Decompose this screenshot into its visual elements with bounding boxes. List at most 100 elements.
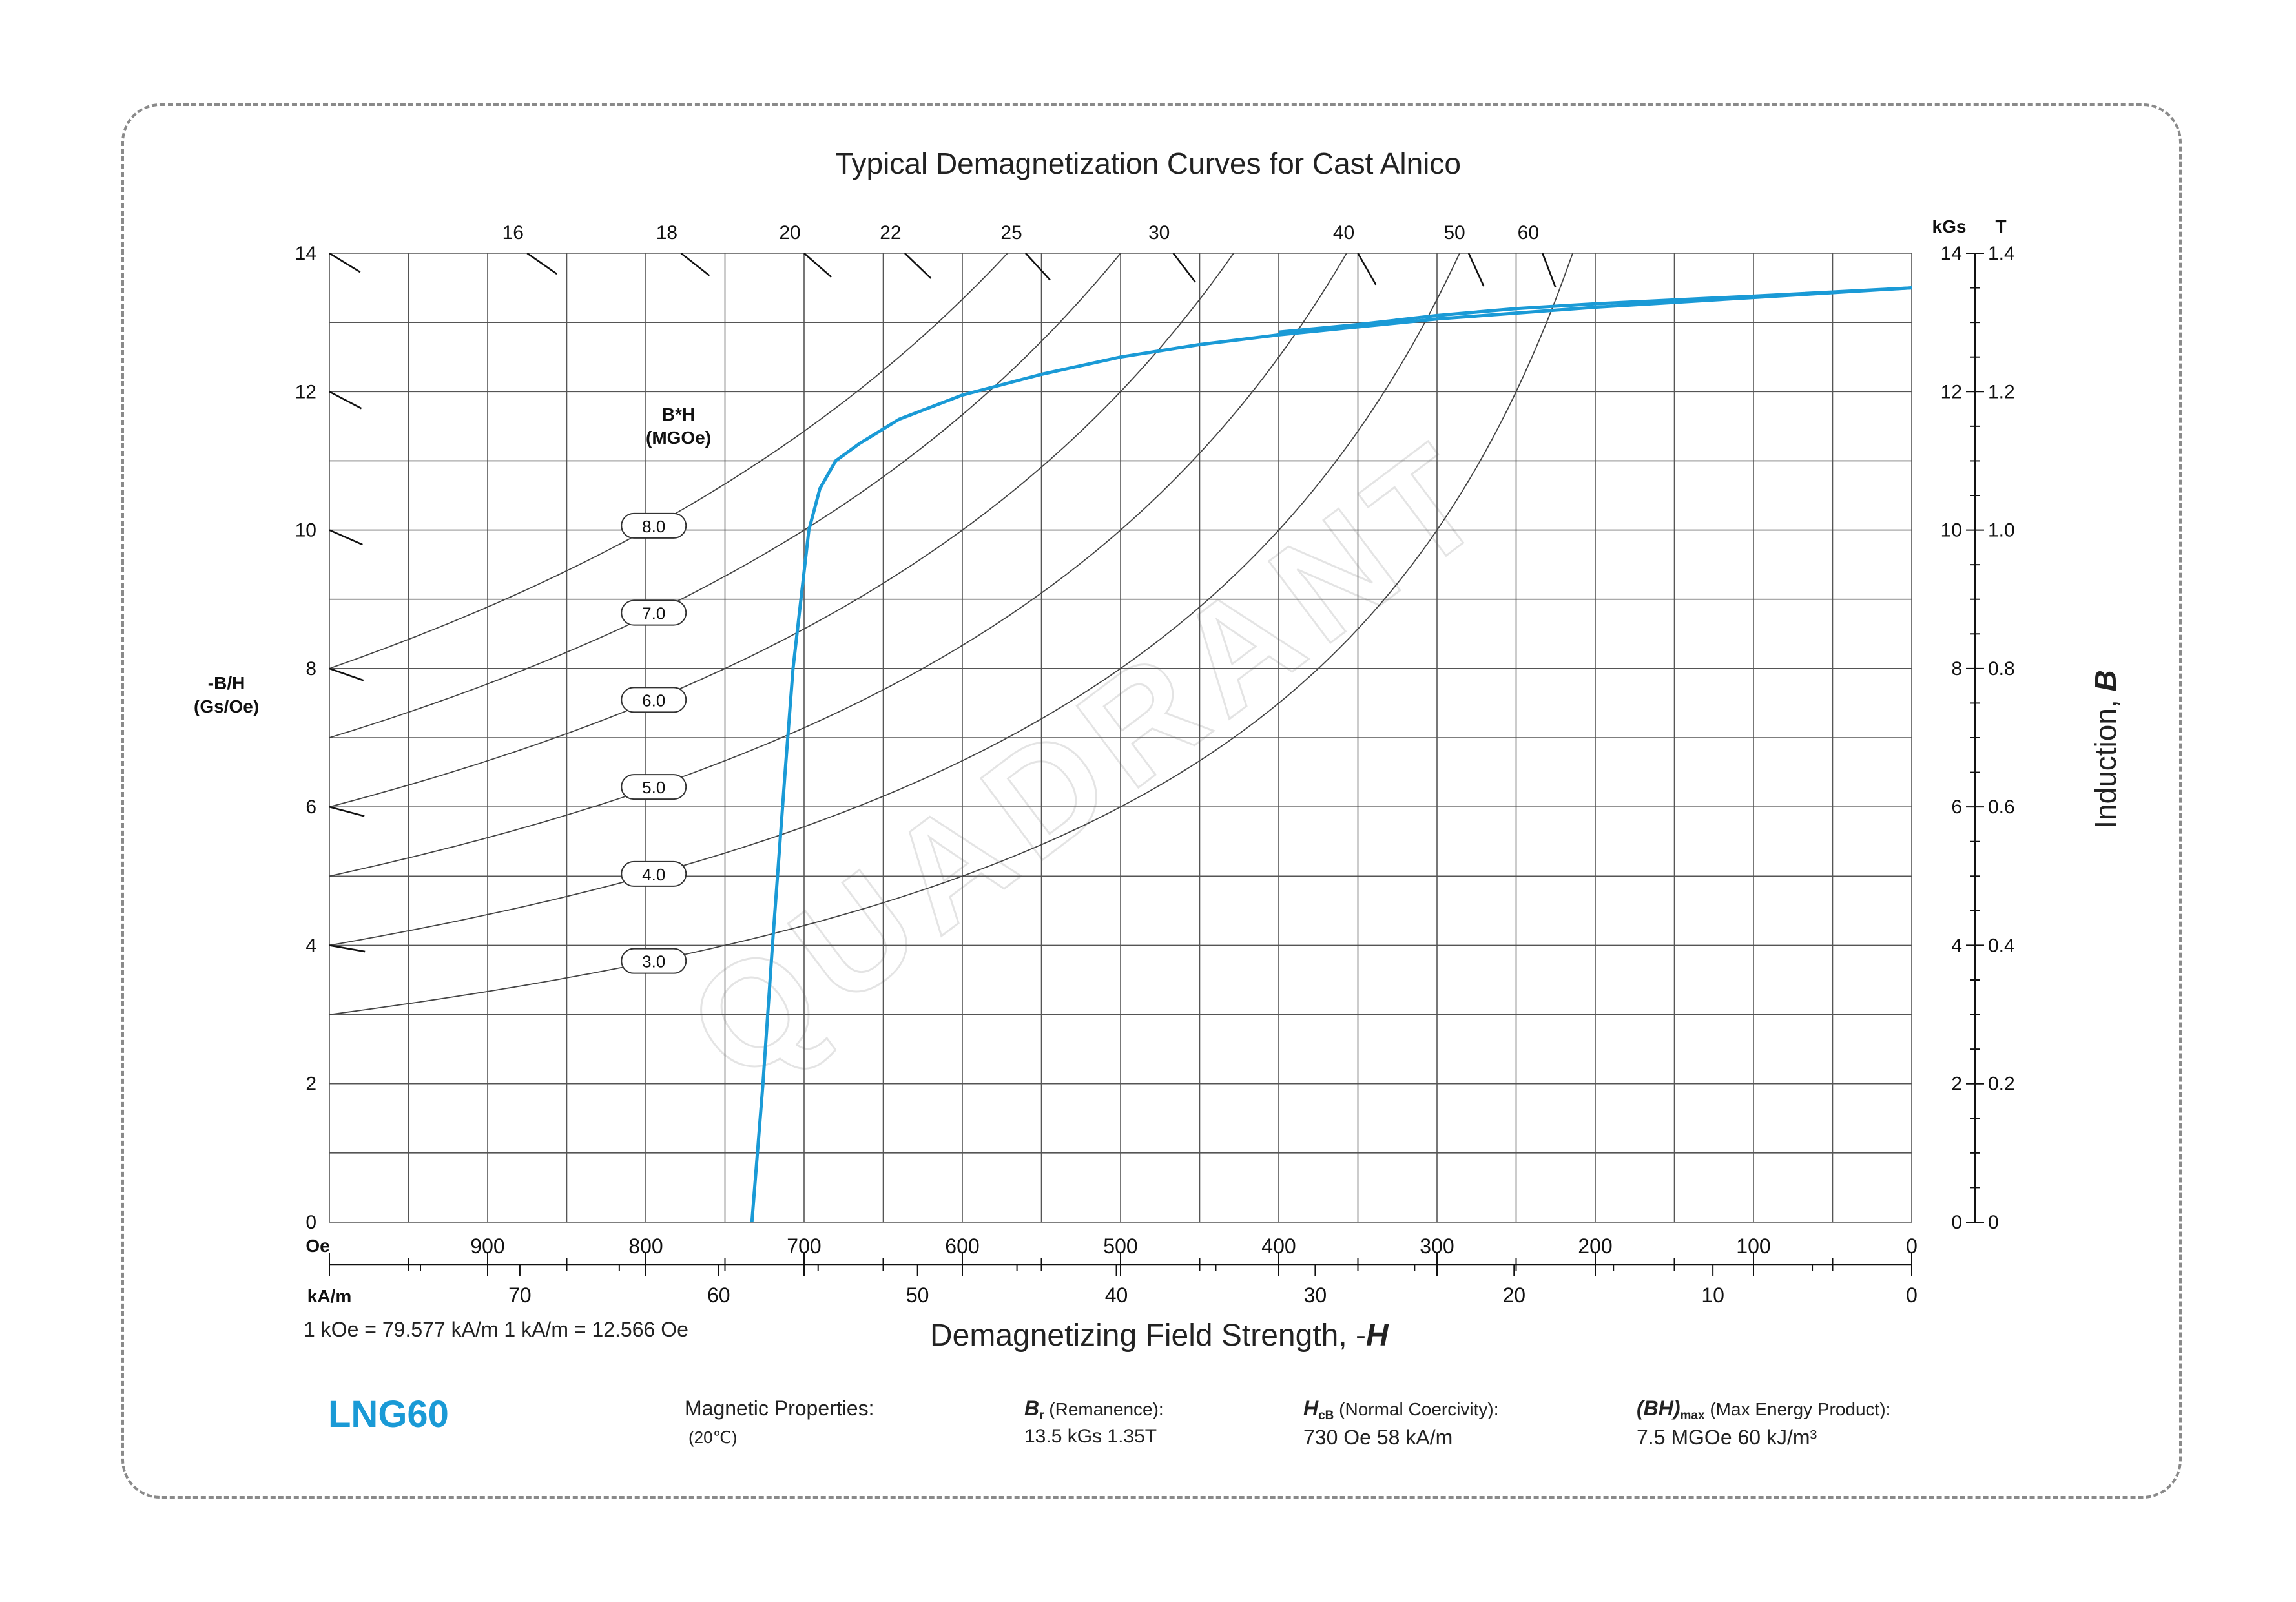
y-tick-label-left: 6	[305, 796, 316, 818]
x-tick-label-ka: 50	[906, 1284, 929, 1307]
y-left-title-line1: -B/H	[207, 673, 245, 693]
y-left-title: -B/H (Gs/Oe)	[194, 672, 259, 718]
energy-contour-label-box	[621, 774, 687, 800]
properties-heading: Magnetic Properties:	[685, 1397, 874, 1420]
x-tick-label-ka: 60	[707, 1284, 730, 1307]
permeance-tick-top	[1467, 253, 1485, 287]
permeance-label: 50	[1443, 222, 1465, 244]
y-tick-label-left: 14	[295, 243, 316, 264]
y-tick-label-kgs: 2	[1951, 1074, 1962, 1095]
x-tick-label-ka: 70	[508, 1284, 532, 1307]
axes	[329, 253, 1984, 1276]
energy-contour-title: B*H (MGOe)	[646, 403, 711, 450]
card-frame	[121, 103, 2182, 1499]
y-tick-label-left: 2	[305, 1074, 316, 1095]
permeance-tick-top	[526, 252, 557, 275]
energy-contour-label: 8.0	[642, 517, 665, 536]
x-tick-label-oe: 200	[1578, 1234, 1612, 1258]
permeance-tick-left	[329, 391, 362, 410]
permeance-label: 20	[779, 222, 800, 244]
y-tick-label-tesla: 1.4	[1988, 243, 2015, 264]
demag-curve	[1278, 286, 1912, 334]
x-tick-label-ka: 0	[1906, 1284, 1918, 1307]
bhmax-sub: max	[1680, 1409, 1705, 1422]
energy-contour-label-box	[621, 512, 687, 539]
hcb-sub: cB	[1318, 1409, 1334, 1422]
y-tick-label-kgs: 12	[1941, 381, 1962, 402]
y-right-title: Induction, B	[2088, 670, 2123, 829]
permeance-tick-top	[1025, 253, 1051, 281]
br-label: (Remanence):	[1044, 1399, 1164, 1419]
x-tick-label-ka: 30	[1304, 1284, 1327, 1307]
y-tick-label-tesla: 0.2	[1988, 1074, 2015, 1095]
x-tick-label-oe: 100	[1736, 1234, 1770, 1258]
energy-contour-label: 5.0	[642, 778, 665, 797]
x-tick-label-ka: 10	[1701, 1284, 1724, 1307]
bh-title-line2: (MGOe)	[646, 428, 712, 448]
y-tick-label-kgs: 6	[1951, 796, 1962, 818]
permeance-tick-left	[329, 806, 365, 817]
energy-contour-line	[329, 253, 1122, 738]
y-tick-label-kgs: 14	[1941, 243, 1962, 264]
grid	[329, 253, 1912, 1223]
hcb-symbol: H	[1303, 1397, 1319, 1420]
br-symbol: B	[1024, 1397, 1040, 1420]
chart-title: Typical Demagnetization Curves for Cast …	[835, 147, 1461, 180]
x-tick-label-oe: 900	[470, 1234, 504, 1258]
x-axis-title-text: Demagnetizing Field Strength, -	[930, 1318, 1366, 1353]
y-tick-label-kgs: 4	[1951, 935, 1962, 956]
y-tick-label-left: 10	[295, 520, 316, 541]
y-tick-label-left: 8	[305, 658, 316, 680]
hcb-label: (Normal Coercivity):	[1334, 1399, 1499, 1419]
y-unit-tesla: T	[1995, 216, 2006, 236]
permeance-tick-left	[329, 944, 366, 953]
y-tick-label-tesla: 0.6	[1988, 796, 2015, 818]
y-tick-label-tesla: 1.2	[1988, 381, 2015, 402]
permeance-tick-top	[1357, 253, 1377, 286]
x-tick-label-ka: 40	[1105, 1284, 1128, 1307]
energy-contour-label-box	[621, 860, 687, 887]
energy-contour-label-box	[621, 687, 687, 713]
energy-product-property: (BH)max (Max Energy Product): 7.5 MGOe 6…	[1637, 1397, 1890, 1450]
permeance-tick-left	[329, 529, 363, 546]
y-tick-label-tesla: 1.0	[1988, 520, 2015, 541]
permeance-tick-top	[1172, 253, 1196, 283]
y-tick-label-left: 4	[305, 935, 316, 956]
permeance-tick-top	[803, 253, 833, 278]
y-tick-label-kgs: 10	[1941, 520, 1962, 541]
energy-contour-label: 4.0	[642, 865, 665, 884]
permeance-tick-top	[904, 253, 932, 279]
bh-title-line1: B*H	[661, 404, 696, 424]
conversion-note: 1 kOe = 79.577 kA/m 1 kA/m = 12.566 Oe	[304, 1318, 688, 1341]
bhmax-symbol: (BH)	[1637, 1397, 1681, 1420]
bhmax-value: 7.5 MGOe 60 kJ/m³	[1637, 1426, 1817, 1449]
x-tick-label-oe: 800	[628, 1234, 663, 1258]
energy-contours	[329, 253, 1573, 1015]
x-tick-label-oe: 500	[1103, 1234, 1137, 1258]
watermark: QUADRANT	[659, 407, 1520, 1114]
remanence-property: Br (Remanence): 13.5 kGs 1.35T	[1024, 1397, 1164, 1448]
energy-contour-line	[329, 253, 1235, 807]
permeance-tick-left	[329, 252, 361, 273]
bhmax-label: (Max Energy Product):	[1704, 1399, 1891, 1419]
x-tick-label-ka: 20	[1502, 1284, 1525, 1307]
br-value: 13.5 kGs 1.35T	[1024, 1426, 1157, 1447]
permeance-ticks	[329, 252, 1557, 953]
hcb-value: 730 Oe 58 kA/m	[1303, 1426, 1453, 1449]
energy-contour-line	[329, 253, 1573, 1015]
y-tick-label-tesla: 0.8	[1988, 658, 2015, 680]
y-tick-label-left: 12	[295, 381, 316, 402]
x-unit-ka: kA/m	[307, 1286, 351, 1306]
x-tick-label-oe: 400	[1261, 1234, 1296, 1258]
x-axis-title-symbol: H	[1366, 1318, 1389, 1353]
permeance-label: 60	[1518, 222, 1539, 244]
permeance-label: 30	[1148, 222, 1170, 244]
y-right-title-symbol: B	[2089, 670, 2122, 692]
x-unit-oe: Oe	[305, 1236, 329, 1256]
coercivity-property: HcB (Normal Coercivity): 730 Oe 58 kA/m	[1303, 1397, 1499, 1450]
grade-name: LNG60	[328, 1393, 449, 1435]
y-left-title-line2: (Gs/Oe)	[194, 696, 260, 716]
energy-contour-label: 6.0	[642, 691, 665, 710]
energy-contour-label: 3.0	[642, 952, 665, 972]
